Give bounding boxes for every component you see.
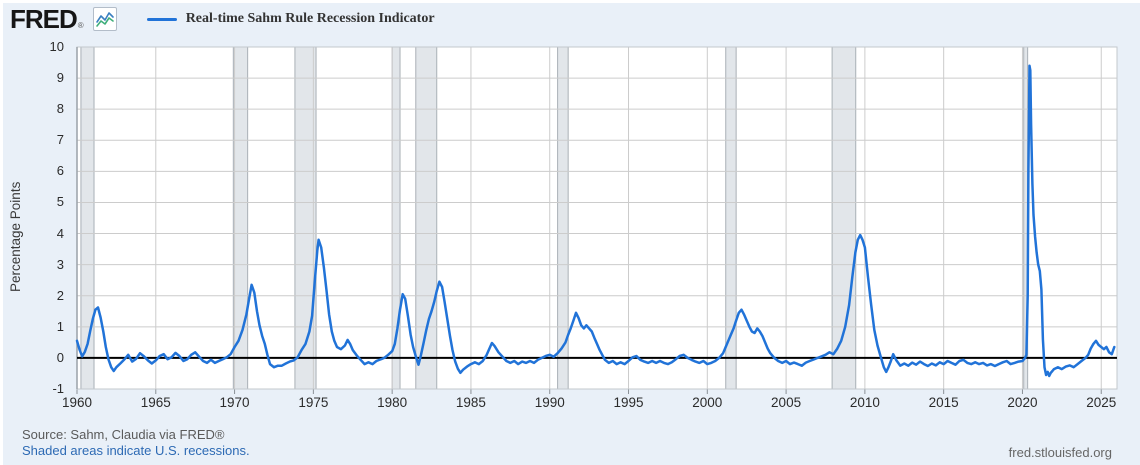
x-tick-label: 1985 — [455, 395, 486, 410]
x-tick-label: 2005 — [771, 395, 802, 410]
recession-band — [415, 47, 437, 389]
x-tick-label: 1970 — [219, 395, 250, 410]
fred-site-link[interactable]: fred.stlouisfed.org — [1008, 445, 1112, 460]
y-tick-label: 1 — [56, 318, 64, 334]
recession-band — [392, 47, 401, 389]
x-tick-label: 2015 — [928, 395, 959, 410]
left-edge-divider — [0, 0, 3, 465]
x-tick-label: 1990 — [534, 395, 565, 410]
series-legend[interactable]: Real-time Sahm Rule Recession Indicator — [146, 11, 435, 27]
x-tick-label: 1980 — [377, 395, 408, 410]
sahm-indicator-line — [75, 64, 1116, 378]
recession-band — [80, 47, 95, 389]
y-tick-label: 8 — [56, 101, 64, 117]
x-tick-label: 1965 — [140, 395, 171, 410]
x-tick-label: 2000 — [692, 395, 723, 410]
recession-band — [233, 47, 248, 389]
x-tick-label: 1960 — [61, 395, 93, 410]
y-tick-label: 2 — [56, 287, 64, 303]
y-tick-label: 6 — [56, 163, 64, 179]
x-tick-label: 2025 — [1086, 395, 1117, 410]
y-tick-label: 7 — [56, 132, 64, 148]
y-tick-label: 10 — [49, 39, 64, 54]
y-tick-label: -1 — [52, 381, 64, 396]
chart-header: FRED ® Real-time Sahm Rule Recession Ind… — [10, 5, 435, 33]
fred-logo: FRED — [10, 4, 78, 34]
x-tick-label: 1975 — [298, 395, 329, 410]
x-tick-label: 2020 — [1007, 395, 1038, 410]
recession-band — [1023, 47, 1028, 389]
y-tick-label: 5 — [56, 194, 64, 210]
y-tick-label: 9 — [56, 70, 64, 86]
x-tick-label: 1995 — [613, 395, 644, 410]
legend-line-swatch — [146, 17, 177, 21]
line-chart-icon — [92, 7, 117, 31]
y-tick-label: 3 — [56, 256, 64, 272]
top-edge-divider — [0, 0, 1140, 3]
legend-series-label: Real-time Sahm Rule Recession Indicator — [185, 11, 435, 26]
source-attribution: Source: Sahm, Claudia via FRED® — [22, 427, 225, 442]
recession-shading-link[interactable]: Shaded areas indicate U.S. recessions. — [22, 443, 250, 458]
recession-band — [557, 47, 569, 389]
registered-trademark: ® — [77, 21, 84, 30]
recession-band — [725, 47, 737, 389]
y-tick-label: 4 — [56, 225, 64, 241]
recession-band — [832, 47, 856, 389]
x-tick-label: 2010 — [849, 395, 880, 410]
recession-band — [294, 47, 317, 389]
y-tick-label: 0 — [56, 349, 64, 365]
